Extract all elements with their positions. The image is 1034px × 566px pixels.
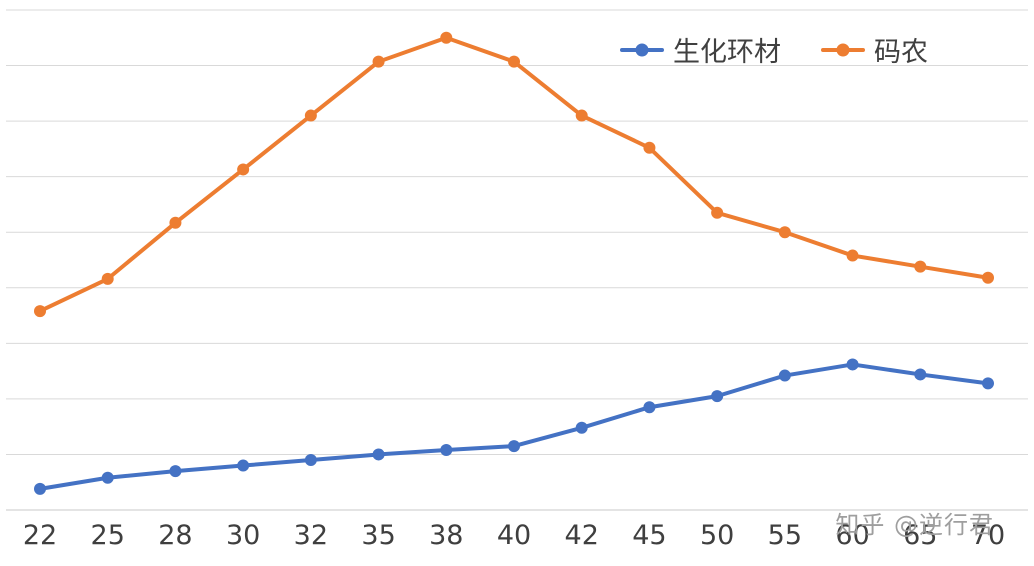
data-point [169,465,182,478]
data-point [982,377,994,390]
data-point [846,358,859,371]
legend-label: 生化环材 [673,37,781,68]
data-point [237,163,250,176]
legend-label: 码农 [874,37,928,68]
data-point [508,440,520,453]
data-point [643,141,656,154]
data-point [711,206,724,219]
x-axis-tick-label: 60 [835,520,869,551]
data-point [643,401,656,414]
data-point [372,448,385,461]
chart-legend: 生化环材 码农 [620,30,928,69]
data-point [914,260,927,273]
x-axis-tick-label: 55 [768,520,802,551]
data-point [575,109,588,122]
data-point [372,55,385,68]
x-axis-tick-label: 28 [158,520,192,551]
data-point [101,471,114,484]
data-point [778,369,791,382]
data-point [575,421,588,434]
series-line-0 [38,362,990,491]
data-point [440,444,453,456]
legend-line-marker-icon [821,47,865,52]
data-point [846,249,859,262]
legend-item-series-1: 码农 [821,30,928,69]
data-point [237,459,250,472]
series-line-1 [38,35,990,314]
data-point [101,272,114,285]
x-axis-tick-label: 25 [91,520,125,551]
x-axis-tick-label: 45 [632,520,666,551]
x-axis-tick-label: 70 [971,520,1005,551]
data-point [440,31,453,44]
data-point [982,271,994,284]
x-axis-tick-label: 32 [294,520,328,551]
x-axis-tick-label: 42 [565,520,599,551]
x-axis-tick-label: 22 [23,520,57,551]
data-point [34,482,46,495]
x-axis-tick-label: 38 [429,520,463,551]
x-axis-tick-label: 65 [903,520,937,551]
data-point [169,216,182,229]
data-point [778,226,791,239]
data-point [34,305,46,318]
legend-item-series-0: 生化环材 [620,30,781,69]
data-point [304,454,317,466]
x-axis-tick-label: 35 [361,520,395,551]
x-axis-tick-label: 50 [700,520,734,551]
data-point [914,368,927,381]
data-point [711,390,724,403]
legend-line-marker-icon [620,47,664,52]
x-axis-tick-label: 40 [497,520,531,551]
data-point [304,109,317,122]
data-point [508,55,520,68]
x-axis-tick-label: 30 [226,520,260,551]
